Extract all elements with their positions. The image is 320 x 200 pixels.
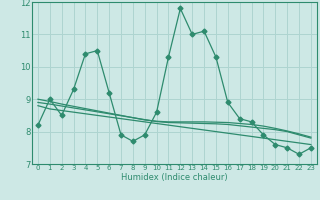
X-axis label: Humidex (Indice chaleur): Humidex (Indice chaleur) [121, 173, 228, 182]
